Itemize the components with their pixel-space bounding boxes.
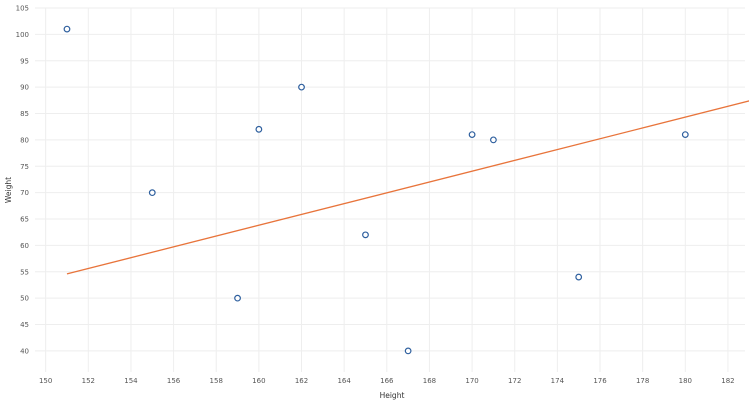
y-tick-label: 60	[20, 242, 29, 250]
x-tick-label: 152	[82, 377, 95, 385]
y-tick-label: 75	[20, 163, 29, 171]
x-tick-label: 164	[337, 377, 351, 385]
x-tick-label: 150	[39, 377, 52, 385]
y-tick-label: 105	[16, 5, 29, 13]
data-point[interactable]	[63, 25, 71, 33]
y-tick-label: 50	[20, 295, 29, 303]
x-tick-label: 176	[593, 377, 607, 385]
x-tick-label: 168	[423, 377, 436, 385]
data-point[interactable]	[575, 273, 583, 281]
y-tick-label: 85	[20, 110, 29, 118]
y-tick-label: 100	[16, 31, 29, 39]
data-point[interactable]	[404, 347, 412, 355]
x-tick-label: 180	[679, 377, 692, 385]
x-tick-label: 174	[551, 377, 565, 385]
data-point[interactable]	[362, 231, 369, 239]
y-tick-label: 80	[20, 136, 29, 144]
data-point[interactable]	[681, 131, 689, 139]
x-tick-label: 172	[508, 377, 521, 385]
x-tick-label: 166	[380, 377, 394, 385]
data-point[interactable]	[490, 136, 497, 144]
y-tick-label: 65	[20, 216, 29, 224]
data-point[interactable]	[148, 189, 156, 197]
x-tick-label: 182	[721, 377, 734, 385]
data-point[interactable]	[255, 125, 263, 133]
x-tick-label: 170	[465, 377, 478, 385]
y-axis-title: Weight	[4, 177, 13, 203]
x-tick-label: 160	[252, 377, 265, 385]
y-tick-label: 55	[20, 268, 29, 276]
data-point[interactable]	[298, 83, 305, 91]
trendline-group	[66, 100, 749, 275]
y-tick-label: 90	[20, 84, 29, 92]
data-points	[63, 25, 689, 355]
x-tick-labels: 150 152 154 156 158 160 162 164 166 168 170 172 174 1…	[39, 377, 735, 385]
y-tick-label: 95	[20, 57, 29, 65]
x-tick-label: 178	[636, 377, 649, 385]
x-tick-label: 154	[124, 377, 138, 385]
data-point[interactable]	[468, 131, 476, 139]
y-tick-labels: 40 45 50 55 60 65 70 75 80 85 90 95 100 105	[16, 5, 29, 356]
y-tick-label: 70	[20, 189, 29, 197]
y-tick-label: 45	[20, 321, 29, 329]
x-gridlines	[45, 8, 729, 372]
x-axis-title: Height	[380, 391, 405, 400]
x-tick-label: 156	[167, 377, 181, 385]
y-gridlines	[35, 7, 745, 352]
trendline	[66, 100, 749, 275]
data-point[interactable]	[234, 294, 241, 302]
x-tick-label: 158	[210, 377, 223, 385]
y-tick-label: 40	[20, 347, 29, 355]
x-tick-label: 162	[295, 377, 308, 385]
